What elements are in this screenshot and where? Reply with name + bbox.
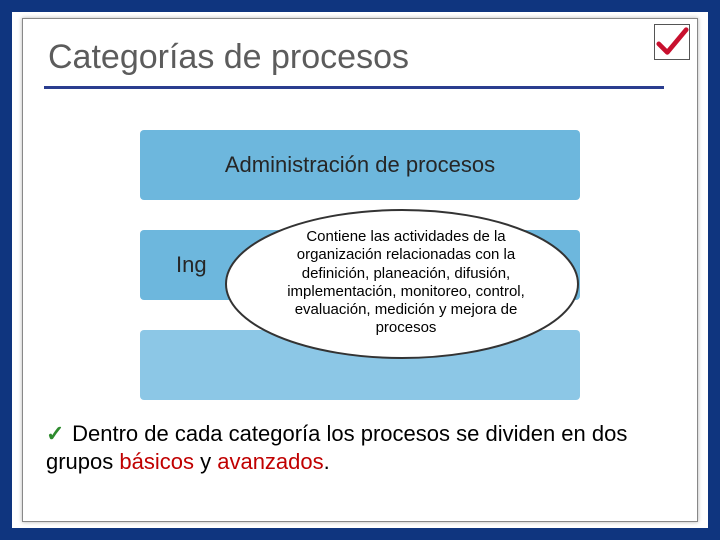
checkmark-logo-icon (654, 24, 690, 60)
bullet-text-post: . (324, 449, 330, 474)
category-box-eng: Ing (140, 230, 580, 300)
category-box-eng-label: Ing (176, 252, 207, 278)
category-box-admin: Administración de procesos (140, 130, 580, 200)
bullet-word-avanzados: avanzados (217, 449, 323, 474)
category-box-admin-label: Administración de procesos (225, 152, 495, 178)
slide-title: Categorías de procesos (48, 38, 409, 77)
bullet-word-basicos: básicos (119, 449, 194, 474)
title-underline (44, 86, 664, 89)
bullet-text-mid: y (194, 449, 217, 474)
bullet-line: ✓ Dentro de cada categoría los procesos … (46, 420, 666, 475)
check-icon: ✓ (46, 420, 66, 448)
category-box-third (140, 330, 580, 400)
